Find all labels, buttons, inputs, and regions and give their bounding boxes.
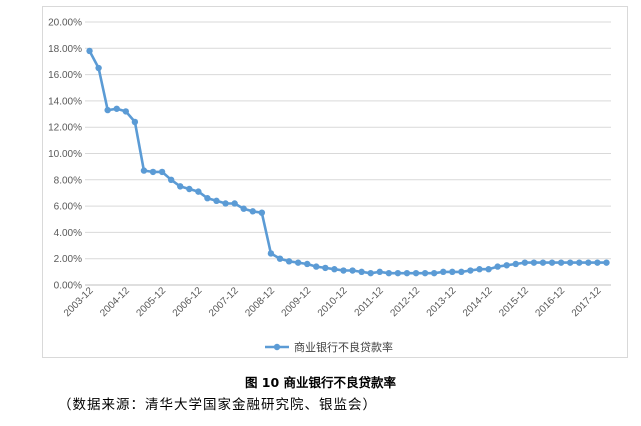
data-point <box>122 108 130 115</box>
x-tick-label: 2008-12 <box>243 285 277 319</box>
data-point <box>340 267 347 274</box>
y-tick-label: 10.00% <box>48 149 82 160</box>
series-line <box>88 50 607 275</box>
x-tick-label: 2012-12 <box>388 285 422 319</box>
data-point <box>358 268 365 276</box>
y-tick-label: 8.00% <box>54 175 82 186</box>
data-point <box>376 268 383 276</box>
x-tick-label: 2005-12 <box>134 285 168 319</box>
y-tick-label: 4.00% <box>54 228 82 239</box>
data-point <box>140 167 148 174</box>
chart-area: 0.00% 2.00% 4.00% 6.00% 8.00% 10.00% 12.00% 14.… <box>42 6 628 358</box>
data-point <box>576 259 583 266</box>
y-tick-label: 12.00% <box>48 123 82 134</box>
data-point <box>440 268 447 276</box>
data-point <box>530 259 538 266</box>
data-point <box>458 268 465 276</box>
data-point <box>394 269 402 277</box>
data-point <box>512 260 519 268</box>
data-point <box>494 263 501 270</box>
data-point <box>313 263 320 270</box>
data-point <box>249 208 256 215</box>
data-point <box>603 259 610 266</box>
data-point <box>294 259 302 266</box>
data-point <box>430 269 438 277</box>
y-tick-label: 16.00% <box>48 70 82 81</box>
data-point <box>177 183 184 190</box>
y-tick-label: 2.00% <box>54 254 82 265</box>
y-tick-label: 14.00% <box>48 96 82 107</box>
data-point <box>104 106 111 114</box>
x-tick-label: 2015-12 <box>497 285 531 319</box>
data-point <box>331 266 338 273</box>
data-point <box>285 258 293 265</box>
data-point <box>421 269 429 277</box>
data-point <box>566 259 574 266</box>
data-point <box>231 200 238 207</box>
y-tick-label: 18.00% <box>48 44 82 55</box>
data-point <box>403 269 411 277</box>
data-point <box>258 209 266 216</box>
y-tick-label: 20.00% <box>48 18 82 29</box>
data-point <box>503 262 510 269</box>
data-point <box>485 266 492 273</box>
data-point <box>213 197 220 205</box>
x-tick-label: 2017-12 <box>570 285 604 319</box>
x-tick-label: 2004-12 <box>98 285 132 319</box>
x-tick-label: 2010-12 <box>316 285 350 319</box>
data-point <box>476 266 483 273</box>
data-point <box>548 259 556 266</box>
data-point <box>449 268 456 276</box>
y-tick-label: 0.00% <box>54 281 82 292</box>
data-point <box>585 259 592 266</box>
x-tick-label: 2016-12 <box>534 285 568 319</box>
data-point <box>594 259 601 266</box>
data-point <box>195 188 202 195</box>
data-point <box>276 255 284 262</box>
data-source-note: （数据来源：清华大学国家金融研究院、银监会） <box>58 397 377 413</box>
data-point <box>303 260 311 268</box>
data-point <box>521 259 529 266</box>
data-point <box>149 168 157 176</box>
data-point <box>322 264 329 272</box>
x-tick-label: 2014-12 <box>461 285 495 319</box>
x-tick-label: 2009-12 <box>280 285 314 319</box>
x-tick-label: 2011-12 <box>353 285 387 319</box>
legend-marker <box>273 343 281 351</box>
data-point <box>240 205 247 212</box>
data-point <box>86 47 93 55</box>
data-point <box>158 168 166 176</box>
legend-label: 商业银行不良贷款率 <box>294 340 393 354</box>
data-point <box>412 269 420 277</box>
data-point <box>222 200 229 207</box>
data-point <box>385 269 393 277</box>
x-tick-label: 2007-12 <box>207 285 241 319</box>
x-tick-label: 2006-12 <box>171 285 205 319</box>
data-point <box>95 64 102 72</box>
data-point <box>267 250 275 257</box>
data-point <box>367 269 374 277</box>
figure-caption: 图 10 商业银行不良贷款率 <box>244 375 397 390</box>
data-point <box>113 105 120 112</box>
y-tick-label: 6.00% <box>54 202 82 213</box>
data-point <box>557 259 565 266</box>
data-point <box>204 195 211 202</box>
data-point <box>167 176 175 183</box>
data-point <box>349 267 356 274</box>
line-chart: 0.00% 2.00% 4.00% 6.00% 8.00% 10.00% 12.00% 14.… <box>48 18 611 354</box>
data-point <box>467 267 474 274</box>
data-point <box>186 185 193 193</box>
data-point <box>131 118 139 126</box>
x-tick-label: 2013-12 <box>425 285 459 319</box>
data-point <box>539 259 547 266</box>
